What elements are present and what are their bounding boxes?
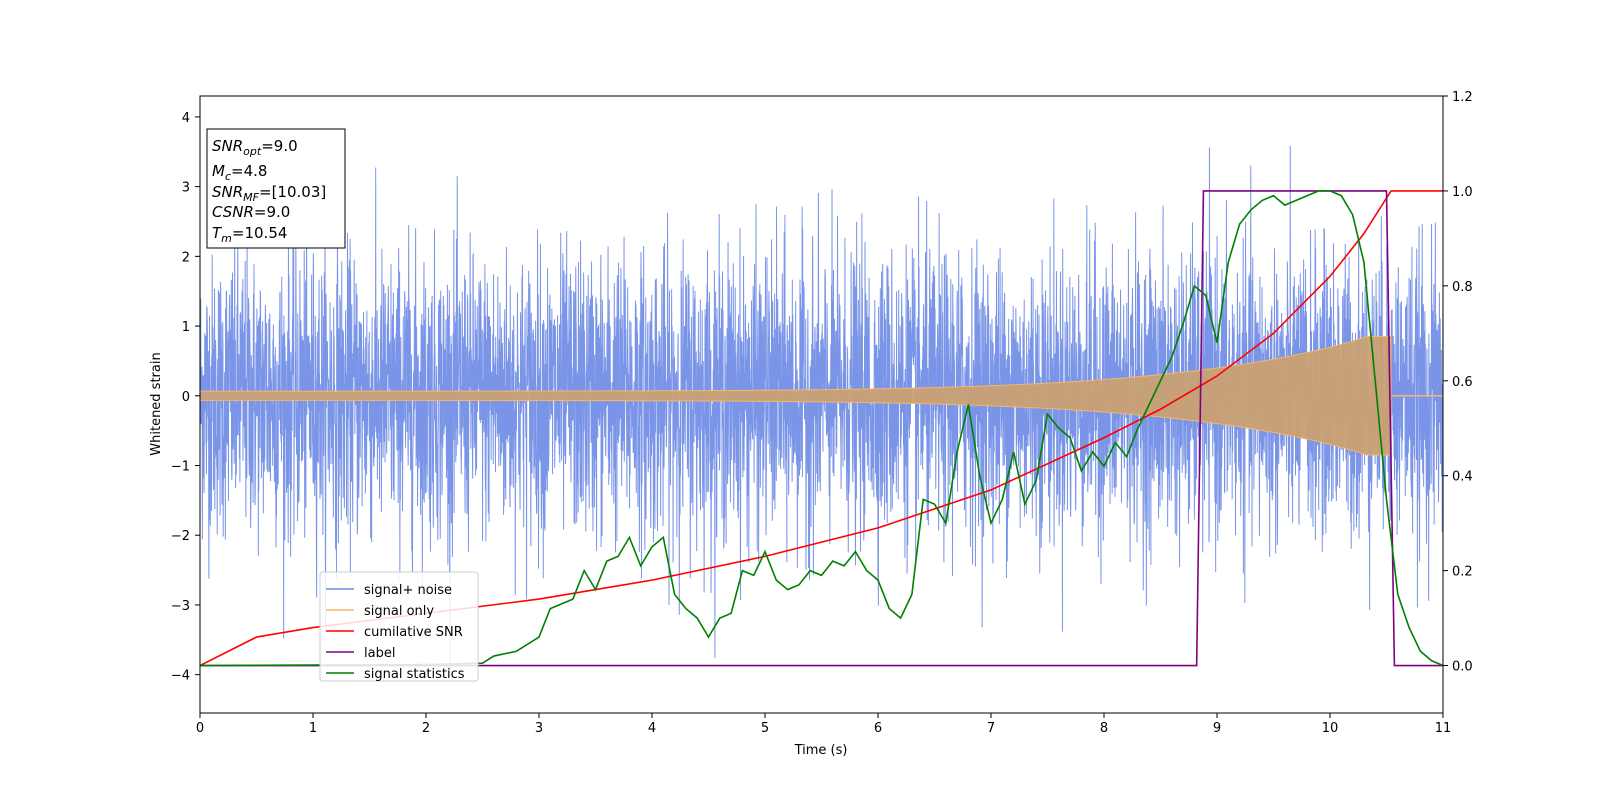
x-tick-label: 1 — [309, 721, 317, 736]
x-tick-label: 11 — [1435, 721, 1452, 736]
x-tick-label: 5 — [761, 721, 769, 736]
x-tick-label: 7 — [987, 721, 995, 736]
x-tick-label: 10 — [1322, 721, 1339, 736]
annotation-line: Tm=10.54 — [212, 224, 287, 245]
annotation-box: SNRopt=9.0 Mc=4.8 SNRMF=[10.03] CSNR=9.0… — [206, 128, 346, 249]
x-tick-label: 6 — [874, 721, 882, 736]
y2-tick-label: 1.2 — [1452, 90, 1473, 105]
annotation-line: CSNR=9.0 — [212, 203, 290, 221]
y-tick-label: 1 — [182, 320, 190, 335]
y-tick-label: −2 — [171, 529, 190, 544]
y-axis-left: 4 3 2 1 0 −1 −2 −3 −4 — [171, 111, 200, 684]
x-axis-label: Time (s) — [794, 743, 848, 758]
y-tick-label: −3 — [171, 599, 190, 614]
x-tick-label: 8 — [1100, 721, 1108, 736]
annotation-line: SNRopt=9.0 — [212, 137, 298, 158]
series-line-signal-statistics — [199, 190, 1444, 667]
x-tick-label: 4 — [648, 721, 656, 736]
legend-label: signal statistics — [364, 667, 465, 682]
legend-label: label — [364, 646, 395, 661]
x-tick-label: 2 — [422, 721, 430, 736]
x-axis: 0 1 2 3 4 5 6 7 8 9 10 11 — [196, 713, 1451, 736]
y-axis-label: Whitened strain — [149, 352, 164, 455]
legend-label: cumilative SNR — [364, 625, 463, 640]
y-tick-label: 0 — [182, 390, 190, 405]
series-line-label — [200, 190, 1443, 667]
y-tick-label: −4 — [171, 669, 190, 684]
plot-frame — [199, 95, 1444, 714]
y2-tick-label: 0.6 — [1452, 375, 1473, 390]
legend: signal+ noise signal only cumilative SNR la… — [319, 571, 479, 682]
legend-label: signal only — [364, 604, 434, 619]
x-tick-label: 0 — [196, 721, 204, 736]
x-tick-label: 9 — [1213, 721, 1221, 736]
legend-label: signal+ noise — [364, 583, 452, 598]
y-tick-label: 3 — [182, 181, 190, 196]
y2-tick-label: 0.0 — [1452, 660, 1473, 675]
y-tick-label: 2 — [182, 250, 190, 265]
y-tick-label: −1 — [171, 460, 190, 475]
annotation-line: SNRMF=[10.03] — [212, 183, 326, 204]
y2-tick-label: 0.2 — [1452, 565, 1473, 580]
y-tick-label: 4 — [182, 111, 190, 126]
y2-tick-label: 1.0 — [1452, 185, 1473, 200]
annotation-line: Mc=4.8 — [212, 162, 267, 183]
y2-tick-label: 0.4 — [1452, 470, 1473, 485]
y-axis-right: 1.2 1.0 0.8 0.6 0.4 0.2 0.0 — [1443, 90, 1473, 675]
x-tick-label: 3 — [535, 721, 543, 736]
y2-tick-label: 0.8 — [1452, 280, 1473, 295]
